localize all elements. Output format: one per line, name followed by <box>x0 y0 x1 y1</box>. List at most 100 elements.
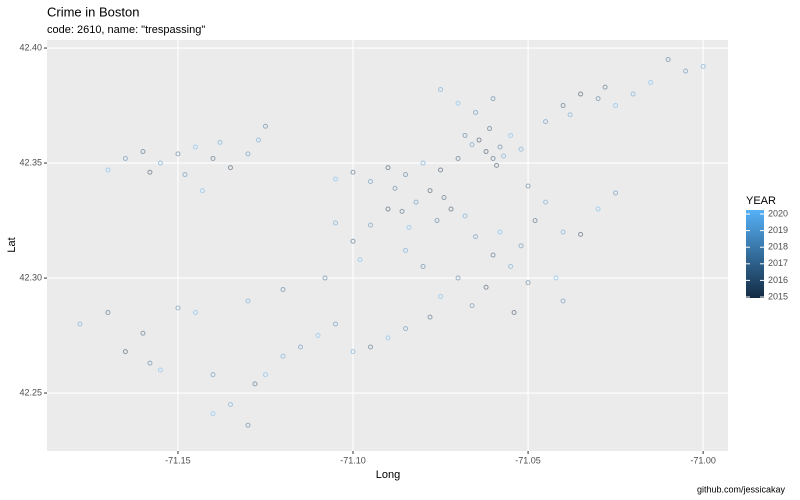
point <box>462 213 468 219</box>
point <box>413 199 419 205</box>
point <box>175 305 181 311</box>
x-tick-label: -71.00 <box>690 455 716 465</box>
point <box>315 333 321 339</box>
point <box>543 119 549 125</box>
point <box>403 247 409 253</box>
chart-title: Crime in Boston <box>47 4 139 19</box>
point <box>469 142 475 148</box>
point <box>683 68 689 74</box>
point <box>525 280 531 286</box>
point <box>333 176 339 182</box>
point <box>613 190 619 196</box>
point <box>595 206 601 212</box>
point <box>245 422 251 428</box>
point <box>210 155 216 161</box>
point <box>385 206 391 212</box>
point <box>508 264 514 270</box>
point <box>157 160 163 166</box>
point <box>420 264 426 270</box>
point <box>483 149 489 155</box>
point <box>350 349 356 355</box>
point <box>77 321 83 327</box>
point <box>665 57 671 63</box>
point <box>368 222 374 228</box>
point <box>322 275 328 281</box>
point <box>455 155 461 161</box>
y-tick-label: 42.25 <box>19 387 42 397</box>
legend-label: 2019 <box>768 225 788 235</box>
point <box>567 112 573 118</box>
point <box>368 344 374 350</box>
point <box>350 238 356 244</box>
point <box>262 123 268 129</box>
point <box>560 298 566 304</box>
point <box>105 167 111 173</box>
legend-label: 2018 <box>768 242 788 252</box>
point <box>490 252 496 258</box>
point <box>217 139 223 145</box>
point <box>406 224 412 230</box>
point <box>469 303 475 309</box>
point <box>473 234 479 240</box>
point <box>252 381 258 387</box>
point <box>455 275 461 281</box>
point <box>182 172 188 178</box>
point <box>368 178 374 184</box>
point <box>553 275 559 281</box>
point <box>122 155 128 161</box>
point <box>497 229 503 235</box>
x-tick-label: -71.15 <box>165 455 191 465</box>
point <box>578 91 584 97</box>
point <box>403 172 409 178</box>
point <box>280 287 286 293</box>
point <box>613 103 619 109</box>
point <box>434 218 440 224</box>
point <box>333 220 339 226</box>
point <box>501 153 507 159</box>
point <box>427 188 433 194</box>
point <box>700 63 706 69</box>
point <box>525 183 531 189</box>
point <box>476 137 482 143</box>
point <box>560 229 566 235</box>
legend-label: 2016 <box>768 275 788 285</box>
point <box>438 293 444 299</box>
point <box>255 137 261 143</box>
point <box>648 80 654 86</box>
point <box>441 195 447 201</box>
point <box>245 298 251 304</box>
point <box>511 310 517 316</box>
x-tick-label: -71.10 <box>340 455 366 465</box>
point <box>473 109 479 115</box>
point <box>385 335 391 341</box>
colorbar <box>746 210 764 298</box>
point <box>578 231 584 237</box>
point <box>147 360 153 366</box>
legend-label: 2020 <box>768 208 788 218</box>
point <box>508 132 514 138</box>
point <box>262 372 268 378</box>
point <box>448 206 454 212</box>
point <box>192 144 198 150</box>
point <box>455 100 461 106</box>
point <box>227 402 233 408</box>
point <box>490 155 496 161</box>
point <box>487 126 493 132</box>
point <box>438 86 444 92</box>
point <box>518 146 524 152</box>
legend-label: 2017 <box>768 258 788 268</box>
point <box>175 151 181 157</box>
point <box>403 326 409 332</box>
point <box>199 188 205 194</box>
point <box>602 84 608 90</box>
y-tick-label: 42.40 <box>19 42 42 52</box>
x-axis-label: Long <box>376 469 400 481</box>
point <box>333 321 339 327</box>
point <box>140 149 146 155</box>
point <box>192 310 198 316</box>
point <box>543 199 549 205</box>
point <box>297 344 303 350</box>
point <box>105 310 111 316</box>
